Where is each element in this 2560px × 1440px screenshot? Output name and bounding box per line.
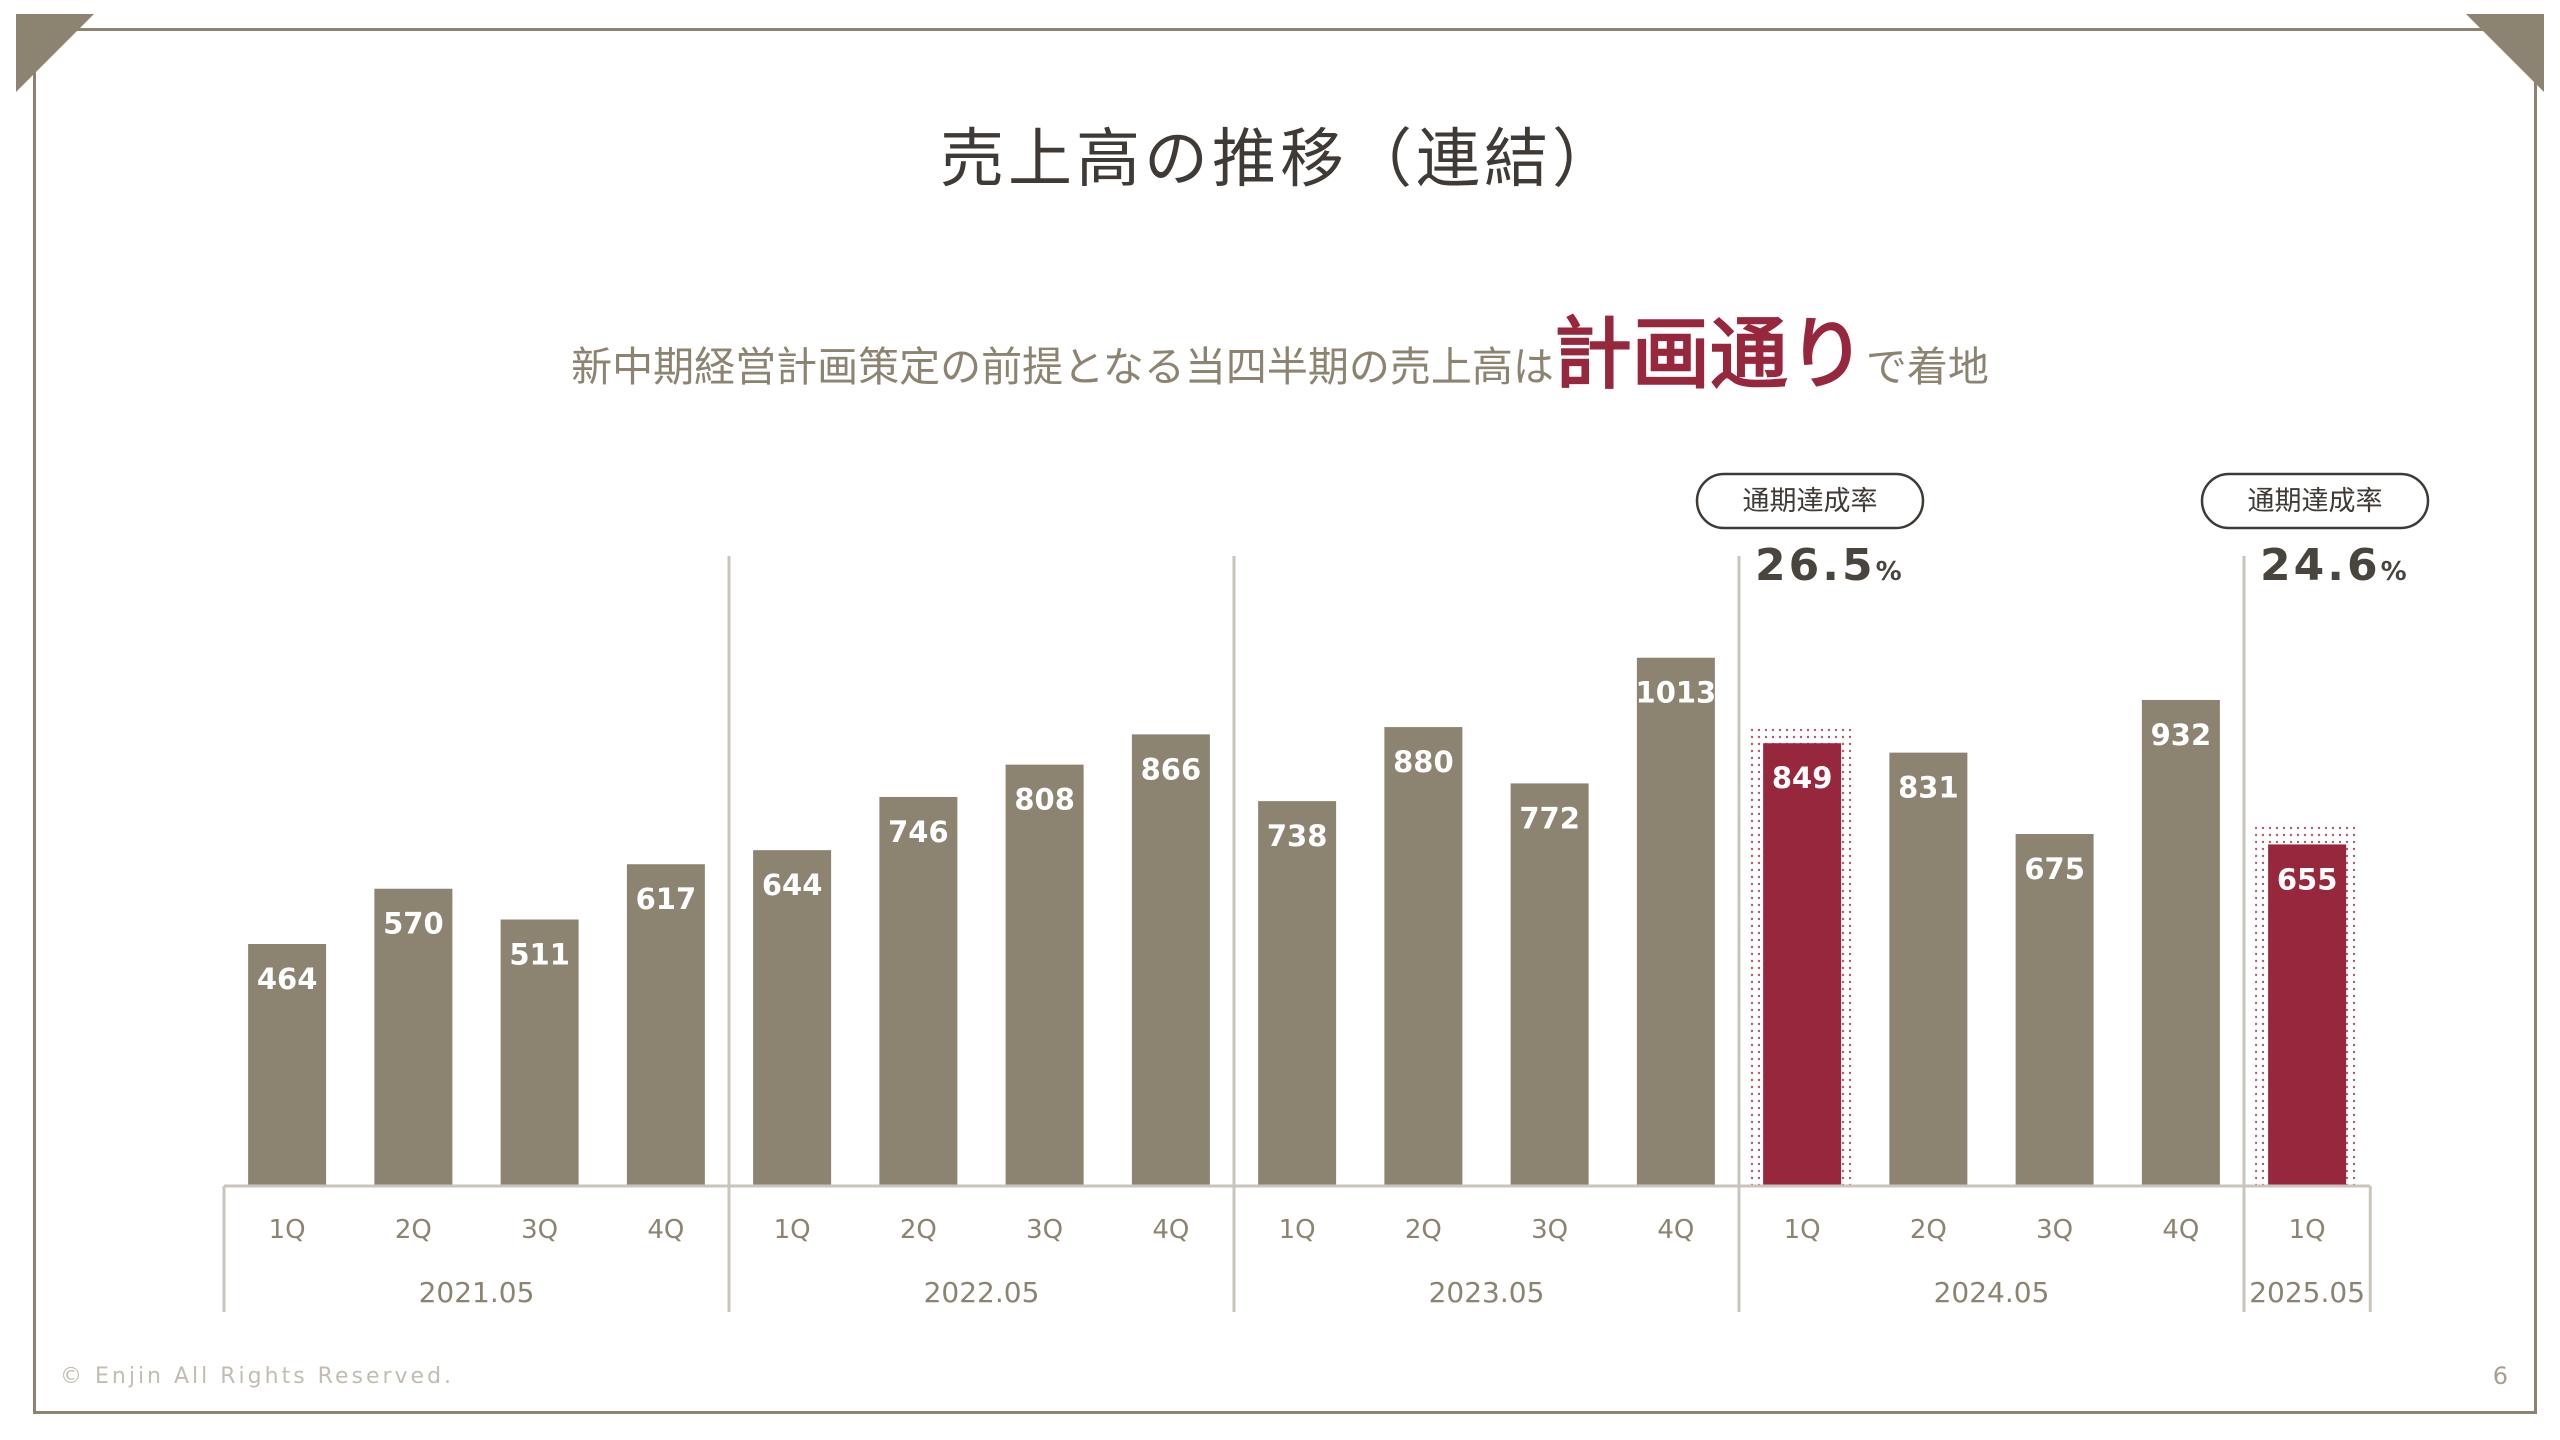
bar-value-label: 570 [383,907,444,941]
achievement-rate-unit: % [1876,557,1905,587]
subtitle-tail: で着地 [1865,343,1989,391]
bar-value-label: 617 [636,882,697,916]
bar-value-label: 644 [762,868,823,902]
achievement-badge-label: 通期達成率 [2248,486,2383,517]
bar-value-label: 932 [2151,718,2212,752]
bar-2021.05-1Q [248,944,327,1186]
x-group-label: 2022.05 [924,1276,1040,1309]
x-tick-label: 2Q [1910,1215,1947,1245]
bar-2021.05-2Q [374,888,453,1186]
bar-2021.05-3Q [500,919,579,1186]
bar-2023.05-2Q [1384,727,1463,1186]
x-tick-label: 1Q [774,1215,811,1245]
slide-subtitle: 新中期経営計画策定の前提となる当四半期の売上高は計画通りで着地 [0,292,2560,404]
bar-value-label: 655 [2277,862,2338,896]
x-group-label: 2025.05 [2249,1276,2365,1309]
bar-2022.05-1Q [753,850,832,1186]
page-number: 6 [2492,1362,2508,1390]
x-tick-label: 1Q [2289,1215,2326,1245]
bar-value-label: 808 [1014,783,1075,817]
bar-value-label: 772 [1519,801,1580,835]
x-tick-label: 1Q [1784,1215,1821,1245]
slide-title: 売上高の推移（連結） [940,123,1620,197]
corner-decoration-top-left [16,14,94,92]
bar-2025.05-1Q [2268,844,2347,1186]
x-group-label: 2023.05 [1429,1276,1545,1309]
x-tick-label: 3Q [1026,1215,1063,1245]
x-tick-label: 2Q [900,1215,937,1245]
slide-frame [33,28,2537,1414]
bar-value-label: 831 [1898,771,1959,805]
corner-decoration-top-right [2466,14,2544,92]
x-tick-label: 4Q [647,1215,684,1245]
x-tick-label: 2Q [395,1215,432,1245]
bar-2022.05-2Q [879,796,958,1186]
copyright-footer: © Enjin All Rights Reserved. [60,1364,455,1389]
bar-value-label: 511 [509,938,570,972]
bar-value-label: 675 [2024,852,2085,886]
bar-2023.05-3Q [1510,783,1589,1186]
subtitle-emphasis: 計画通り [1553,310,1866,400]
achievement-rate-unit: % [2381,557,2410,587]
achievement-badge-label: 通期達成率 [1743,486,1878,517]
achievement-badge [1695,472,1925,530]
achievement-rate-value: 24.6% [2260,540,2410,591]
x-tick-label: 4Q [1657,1215,1694,1245]
x-tick-label: 3Q [2036,1215,2073,1245]
bar-2024.05-1Q [1763,743,1842,1186]
bar-2022.05-4Q [1131,734,1210,1186]
achievement-rate-value: 26.5% [1755,540,1905,591]
achievement-badge [2200,472,2430,530]
bar-2023.05-1Q [1258,801,1337,1186]
x-group-label: 2024.05 [1934,1276,2050,1309]
bar-2022.05-3Q [1005,764,1084,1186]
bar-value-label: 746 [888,815,949,849]
x-tick-label: 3Q [521,1215,558,1245]
bar-value-label: 1013 [1636,676,1717,710]
bar-value-label: 880 [1393,745,1454,779]
x-tick-label: 4Q [1152,1215,1189,1245]
x-group-label: 2021.05 [419,1276,535,1309]
bar-value-label: 866 [1141,752,1202,786]
bar-2021.05-4Q [626,864,705,1186]
x-tick-label: 2Q [1405,1215,1442,1245]
bar-2024.05-4Q [2141,699,2220,1186]
subtitle-lead: 新中期経営計画策定の前提となる当四半期の売上高は [571,343,1554,391]
bar-2023.05-4Q [1636,657,1715,1186]
x-tick-label: 4Q [2162,1215,2199,1245]
bar-value-label: 849 [1772,761,1833,795]
bar-2024.05-2Q [1889,752,1968,1186]
x-tick-label: 1Q [1279,1215,1316,1245]
bar-value-label: 464 [257,962,318,996]
bar-value-label: 738 [1267,819,1328,853]
bar-2024.05-3Q [2015,833,2094,1186]
x-tick-label: 3Q [1531,1215,1568,1245]
x-tick-label: 1Q [269,1215,306,1245]
